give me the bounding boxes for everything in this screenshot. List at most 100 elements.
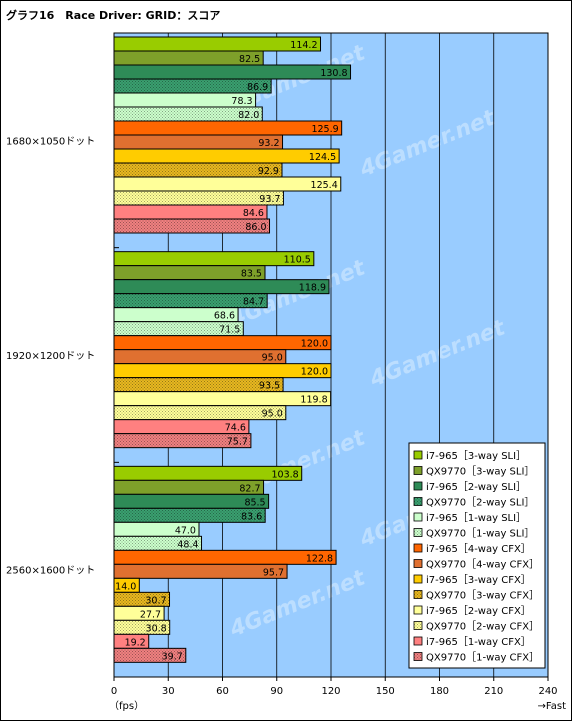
- legend-swatch: [413, 559, 423, 568]
- bar: [113, 176, 342, 192]
- bar-value-label: 120.0: [301, 367, 328, 378]
- bar-pattern: [114, 293, 268, 308]
- legend-swatch: [413, 466, 423, 475]
- legend-entry: QX9770［2-way SLI］: [426, 497, 534, 509]
- bar-value-label: 125.4: [311, 180, 338, 191]
- bar-value-label: 93.2: [258, 138, 279, 149]
- legend-swatch: [413, 636, 423, 646]
- bar-value-label: 30.7: [145, 595, 166, 606]
- legend-entry: QX9770［1-way SLI］: [426, 528, 534, 540]
- bar-value-label: 92.9: [258, 166, 279, 177]
- category-label: 2560×1600ドット: [6, 566, 95, 577]
- x-tick-label: 240: [538, 686, 557, 697]
- legend-entry: QX9770［1-way CFX］: [426, 652, 539, 664]
- bar-value-label: 48.4: [177, 539, 198, 550]
- x-tick-label: 90: [270, 686, 283, 697]
- bar-value-label: 122.8: [306, 553, 333, 564]
- bar-value-label: 83.5: [241, 269, 262, 280]
- bar-value-label: 84.7: [243, 297, 264, 308]
- bar-pattern: [114, 648, 186, 663]
- bar-value-label: 47.0: [175, 525, 196, 536]
- bar-pattern: [114, 321, 244, 336]
- bar-value-label: 71.5: [219, 325, 240, 336]
- bar: [113, 391, 332, 407]
- legend-entry: i7-965［3-way CFX］: [426, 574, 531, 586]
- legend-entry: QX9770［3-way SLI］: [426, 466, 534, 478]
- bar: [113, 134, 284, 150]
- legend-swatch: [413, 605, 423, 615]
- legend-box: [408, 442, 546, 669]
- bar-value-label: 84.6: [243, 208, 264, 219]
- bar-value-label: 14.0: [115, 581, 136, 592]
- x-tick-label: 150: [376, 686, 395, 697]
- x-tick-label: 120: [321, 686, 340, 697]
- bar-pattern: [114, 433, 251, 448]
- legend-entry: i7-965［4-way CFX］: [426, 543, 531, 555]
- bar-pattern: [114, 620, 170, 635]
- legend-entry: i7-965［2-way CFX］: [426, 605, 531, 617]
- legend-entry: QX9770［2-way CFX］: [426, 621, 539, 633]
- bar-value-label: 86.0: [245, 222, 266, 233]
- bar-value-label: 78.3: [231, 96, 252, 107]
- legend-entry: QX9770［4-way CFX］: [426, 559, 539, 571]
- bar-pattern: [114, 508, 266, 523]
- bar-value-label: 103.8: [272, 469, 299, 480]
- bar-value-label: 125.9: [311, 124, 338, 135]
- chart-title: グラフ16 Race Driver: GRID：スコア: [6, 8, 220, 22]
- bar-pattern: [114, 219, 270, 233]
- category-label: 1680×1050ドット: [6, 136, 95, 147]
- bar-value-label: 95.7: [263, 567, 284, 578]
- bar-pattern: [114, 405, 286, 420]
- bar-value-label: 39.7: [162, 651, 183, 662]
- bar-pattern: [114, 536, 202, 551]
- bar: [113, 563, 288, 579]
- x-tick-label: 60: [216, 686, 229, 697]
- bar: [113, 64, 352, 80]
- x-axis-direction-label: →Fast: [538, 701, 567, 712]
- bar-value-label: 83.6: [241, 511, 262, 522]
- bar-pattern: [114, 592, 170, 607]
- bar-value-label: 74.6: [225, 423, 246, 434]
- legend-swatch: [413, 543, 423, 553]
- bar-value-label: 119.8: [300, 395, 327, 406]
- bar-value-label: 114.2: [290, 40, 317, 51]
- bar: [113, 279, 330, 295]
- bars-layer: 114.2 82.5 130.8 86.9 78.3 82.0 125.9 93.2 124.5…: [113, 36, 352, 663]
- category-label: 1920×1200ドット: [6, 351, 95, 362]
- bar-value-label: 95.0: [262, 409, 283, 420]
- x-tick-label: 210: [484, 686, 503, 697]
- bar: [113, 549, 337, 565]
- bar-value-label: 30.8: [146, 623, 167, 634]
- bar-value-label: 19.2: [125, 637, 146, 648]
- bar-value-label: 85.5: [244, 497, 265, 508]
- bar-value-label: 75.7: [227, 437, 248, 448]
- bar: [113, 148, 340, 164]
- bar-pattern: [114, 377, 284, 392]
- bar-value-label: 93.5: [259, 381, 280, 392]
- legend-swatch: [413, 574, 423, 584]
- legend-entry: i7-965［2-way SLI］: [426, 481, 526, 493]
- legend-swatch-pattern: [414, 497, 422, 506]
- plot-border: [113, 32, 549, 678]
- bar-value-label: 93.7: [259, 194, 280, 205]
- bar-pattern: [114, 79, 272, 93]
- bar-value-label: 118.9: [299, 283, 326, 294]
- bar-value-label: 27.7: [140, 609, 161, 620]
- legend: i7-965［3-way SLI］ QX9770［3-way SLI］ i7-965…: [408, 442, 546, 669]
- bar-pattern: [114, 163, 282, 177]
- bar: [113, 335, 332, 351]
- legend-swatch: [413, 512, 423, 522]
- bar-pattern: [114, 107, 263, 121]
- bar-value-label: 124.5: [309, 152, 336, 163]
- bar-value-label: 82.7: [239, 483, 260, 494]
- x-tick-label: 30: [162, 686, 175, 697]
- bar-value-label: 120.0: [301, 339, 328, 350]
- legend-entry: i7-965［1-way CFX］: [426, 636, 531, 648]
- legend-swatch-pattern: [414, 621, 422, 630]
- legend-swatch-pattern: [414, 652, 422, 661]
- legend-entry: i7-965［1-way SLI］: [426, 512, 526, 524]
- axes-layer: 0 30 60 90 120 150 180 210 240 1680×1050ドット 1920×1…: [6, 32, 558, 697]
- legend-swatch-pattern: [414, 590, 422, 599]
- x-axis-label: （fps）: [109, 700, 144, 712]
